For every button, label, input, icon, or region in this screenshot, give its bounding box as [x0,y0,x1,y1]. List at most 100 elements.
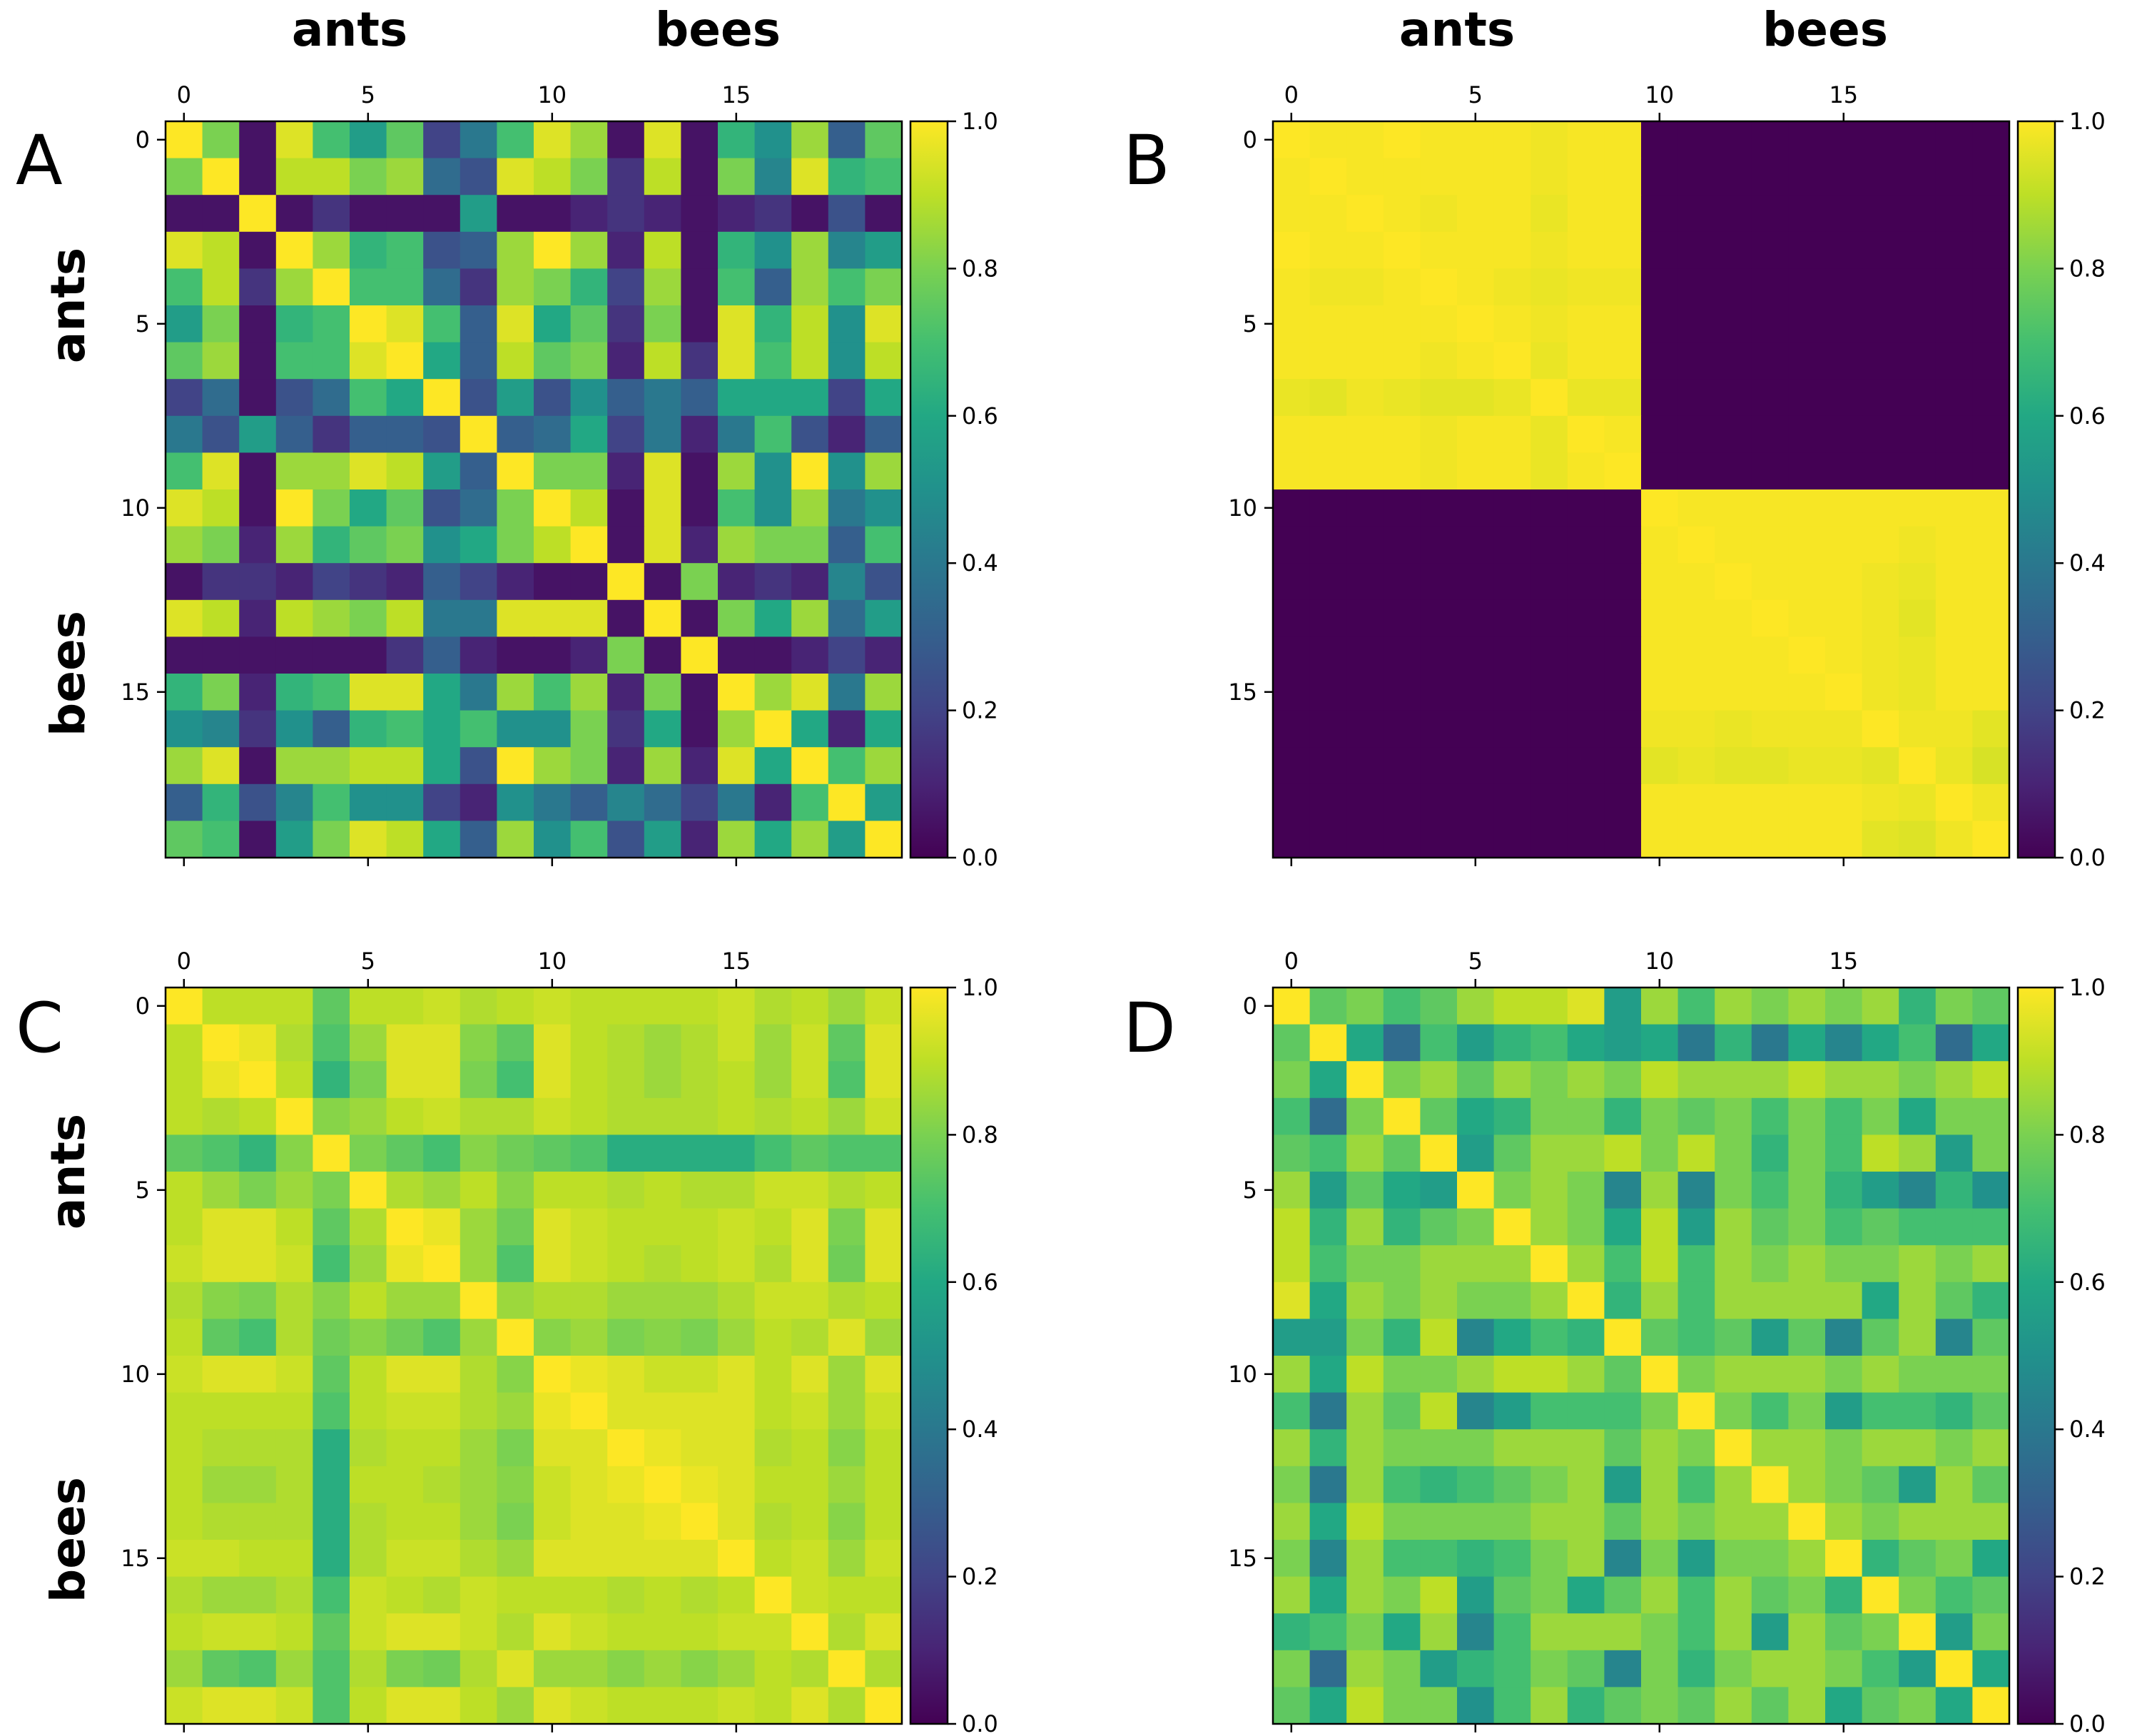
heatmap-cell-r17-c18 [1935,1613,1973,1651]
heatmap-cell-r13-c18 [1935,1466,1973,1503]
heatmap-cell-r2-c16 [754,1061,792,1099]
heatmap-cell-r4-c3 [1383,1135,1421,1172]
heatmap-cell-r19-c19 [1972,821,2010,858]
heatmap-cell-r3-c0 [1273,1097,1311,1135]
heatmap-cell-r11-c7 [423,526,461,564]
heatmap-cell-r17-c11 [570,1613,608,1651]
heatmap-cells [1273,988,2010,1725]
heatmap-cell-r0-c18 [828,988,866,1025]
heatmap-cell-r17-c13 [644,1613,681,1651]
heatmap-cell-r7-c18 [1935,379,1973,417]
heatmap-cell-r10-c9 [1604,1356,1642,1394]
heatmap-cell-r11-c14 [681,526,719,564]
heatmap-cell-r15-c10 [1641,1540,1679,1578]
heatmap-cell-r2-c14 [1788,1061,1826,1099]
heatmap-cell-r10-c4 [313,489,350,527]
heatmap-cell-r13-c6 [386,1466,424,1503]
heatmap-cell-r4-c8 [460,1135,497,1172]
heatmap-cell-r15-c8 [1567,1540,1605,1578]
heatmap-cell-r18-c11 [1677,1650,1715,1687]
heatmap-cell-r13-c17 [791,599,829,637]
heatmap-cell-r14-c14 [1788,1503,1826,1540]
heatmap-cell-r1-c6 [386,158,424,196]
heatmap-cell-r9-c1 [202,1319,240,1356]
heatmap-cell-r19-c6 [1493,821,1531,858]
heatmap-cell-r7-c5 [1457,379,1495,417]
heatmap-cell-r13-c7 [423,599,461,637]
heatmap-cell-r4-c17 [791,1135,829,1172]
heatmap-cell-r18-c1 [1309,1650,1347,1687]
heatmap-cell-r17-c9 [497,1613,534,1651]
heatmap-cell-r17-c16 [1862,1613,1899,1651]
heatmap-cell-r18-c14 [681,1650,719,1687]
heatmap-cell-r0-c0 [1273,988,1311,1025]
heatmap-cell-r0-c16 [754,988,792,1025]
heatmap-cell-r6-c7 [1531,342,1568,380]
heatmap-cell-r19-c10 [534,1687,572,1725]
heatmap-cell-r8-c15 [1825,415,1863,453]
heatmap-cell-r4-c5 [1457,1135,1495,1172]
heatmap-cell-r12-c15 [1825,1429,1863,1467]
heatmap-cell-r3-c19 [1972,1097,2010,1135]
heatmap-cell-r0-c13 [1751,121,1789,159]
heatmap-cell-r12-c8 [460,563,497,601]
heatmap-cell-r19-c12 [607,821,645,858]
heatmap-cell-r16-c17 [1899,710,1937,748]
heatmap-cell-r8-c9 [497,1281,534,1319]
heatmap-cell-r19-c6 [386,1687,424,1725]
heatmap-cell-r0-c15 [1825,988,1863,1025]
heatmap-cell-r5-c12 [1715,305,1752,343]
heatmap-cell-r7-c0 [1273,1245,1311,1283]
heatmap-cell-r5-c11 [1677,305,1715,343]
heatmap-cell-r1-c12 [1715,158,1752,196]
heatmap-cell-r2-c0 [166,195,203,233]
heatmap-cell-r13-c8 [460,1466,497,1503]
heatmap-cell-r19-c19 [865,1687,903,1725]
heatmap-cell-r8-c9 [1604,415,1642,453]
heatmap-cell-r19-c4 [313,821,350,858]
heatmap-cell-r5-c1 [202,1172,240,1209]
heatmap-cell-r13-c12 [607,599,645,637]
heatmap-cell-r12-c6 [1493,563,1531,601]
heatmap-cell-r10-c3 [275,1356,313,1394]
heatmap-cell-r16-c12 [607,710,645,748]
heatmap-cell-r13-c13 [644,599,681,637]
heatmap-cell-r6-c5 [350,342,387,380]
heatmap-cell-r6-c14 [681,1208,719,1246]
y-tick-label: 15 [1228,679,1257,706]
heatmap-cell-r8-c18 [1935,415,1973,453]
heatmap-cell-r2-c2 [1346,1061,1384,1099]
heatmap-cell-r3-c3 [1383,231,1421,269]
heatmap-cell-r13-c5 [350,1466,387,1503]
heatmap-cell-r10-c12 [1715,1356,1752,1394]
heatmap-cell-r10-c16 [1862,489,1899,527]
heatmap-cell-r11-c15 [718,526,756,564]
colorbar-tick-label: 0.6 [962,402,998,430]
heatmap-cell-r10-c10 [534,489,572,527]
heatmap-cell-r18-c1 [1309,783,1347,821]
heatmap-cell-r1-c18 [1935,1024,1973,1062]
heatmap-cell-r18-c16 [1862,1650,1899,1687]
heatmap-cell-r9-c15 [718,1319,756,1356]
heatmap-cell-r19-c2 [1346,821,1384,858]
heatmap-cell-r9-c3 [1383,452,1421,490]
heatmap-cell-r14-c11 [570,636,608,674]
heatmap-cell-r18-c8 [460,783,497,821]
heatmap-cell-r18-c7 [423,1650,461,1687]
heatmap-cell-r17-c11 [1677,1613,1715,1651]
heatmap-cell-r19-c6 [386,821,424,858]
heatmap-cell-r13-c2 [1346,1466,1384,1503]
heatmap-cell-r8-c7 [423,415,461,453]
heatmap-cell-r4-c18 [828,268,866,306]
heatmap-cell-r2-c6 [1493,1061,1531,1099]
heatmap-cell-r1-c17 [791,158,829,196]
heatmap-cell-r6-c11 [570,1208,608,1246]
heatmap-cell-r18-c19 [865,783,903,821]
x-tick-label: 5 [361,81,375,108]
heatmap-cell-r12-c0 [1273,563,1311,601]
heatmap-cell-r11-c12 [1715,1392,1752,1430]
colorbar-tick-label: 0.0 [2069,844,2106,871]
heatmap-cell-r13-c1 [202,1466,240,1503]
heatmap-cell-r2-c10 [534,1061,572,1099]
heatmap-cell-r8-c0 [1273,1281,1311,1319]
